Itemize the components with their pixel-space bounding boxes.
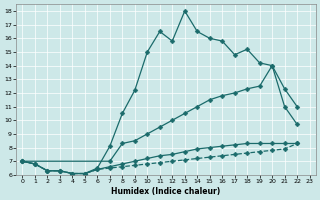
X-axis label: Humidex (Indice chaleur): Humidex (Indice chaleur) (111, 187, 221, 196)
